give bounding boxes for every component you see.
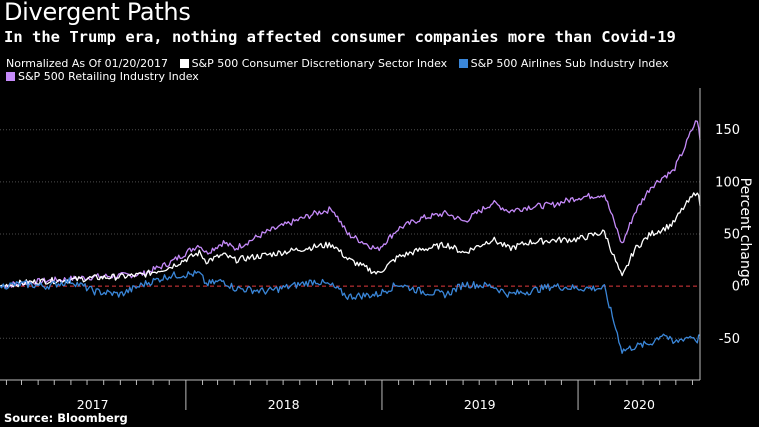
chart-title: Divergent Paths bbox=[4, 0, 191, 26]
legend-item-discretionary: S&P 500 Consumer Discretionary Sector In… bbox=[179, 57, 448, 70]
y-tick-label: -50 bbox=[719, 332, 740, 347]
legend-swatch-airlines bbox=[458, 59, 468, 68]
legend-swatch-discretionary bbox=[179, 59, 189, 68]
chart-subtitle: In the Trump era, nothing affected consu… bbox=[4, 28, 676, 46]
y-axis-title: Percent change bbox=[737, 178, 753, 287]
legend-label-discretionary: S&P 500 Consumer Discretionary Sector In… bbox=[191, 57, 448, 70]
x-tick-label: 2017 bbox=[77, 397, 109, 412]
x-tick-label: 2018 bbox=[268, 397, 300, 412]
legend-item-airlines: S&P 500 Airlines Sub Industry Index bbox=[458, 57, 669, 70]
legend-label-retailing: S&P 500 Retailing Industry Index bbox=[18, 70, 199, 83]
normalization-note: Normalized As Of 01/20/2017 bbox=[6, 57, 169, 70]
y-tick-label: 0 bbox=[732, 280, 740, 295]
legend-swatch-retailing bbox=[6, 72, 15, 81]
legend-item-retailing: S&P 500 Retailing Industry Index bbox=[6, 70, 199, 83]
grid-layer bbox=[0, 129, 700, 339]
y-tick-label: 150 bbox=[715, 123, 740, 138]
x-tick-label: 2019 bbox=[464, 397, 496, 412]
legend-label-airlines: S&P 500 Airlines Sub Industry Index bbox=[470, 57, 669, 70]
y-tick-label: 50 bbox=[723, 228, 740, 243]
series-line-discretionary bbox=[0, 192, 701, 289]
legend-row-1: Normalized As Of 01/20/2017 S&P 500 Cons… bbox=[6, 57, 677, 70]
series-layer bbox=[0, 120, 701, 354]
y-tick-label: 100 bbox=[715, 175, 740, 190]
legend-row-2: S&P 500 Retailing Industry Index bbox=[6, 70, 207, 83]
x-tick-label: 2020 bbox=[623, 397, 655, 412]
series-line-retailing bbox=[0, 120, 701, 289]
axis-layer: -50 0 50 100 150 Percent change 2017 2018 2019 20… bbox=[0, 88, 753, 412]
source-note: Source: Bloomberg bbox=[4, 411, 128, 425]
series-line-airlines bbox=[0, 270, 701, 354]
